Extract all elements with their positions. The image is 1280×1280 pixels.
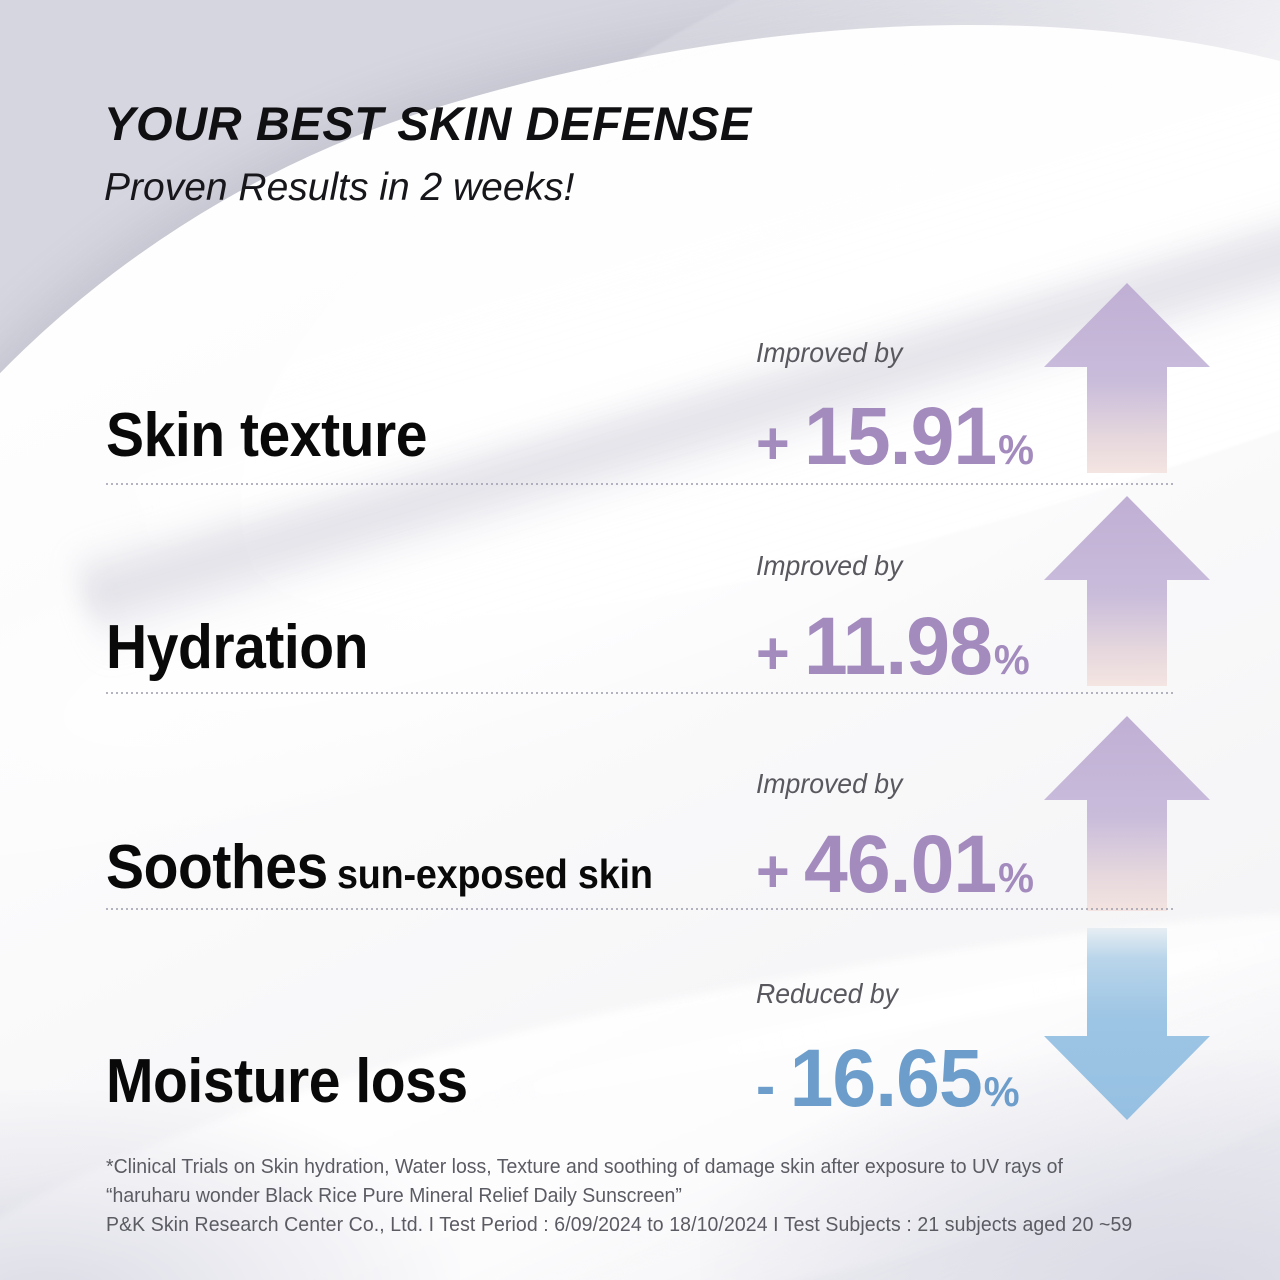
- metric-value-sign: +: [756, 410, 790, 477]
- metric-value-unit: %: [998, 854, 1034, 901]
- metric-label-main: Moisture loss: [106, 1047, 468, 1116]
- corner-gradient-bottom-left: [0, 1090, 460, 1280]
- metric-value-number: 46.01: [804, 819, 997, 910]
- footnote-line-2: “haruharu wonder Black Rice Pure Mineral…: [106, 1184, 682, 1207]
- metric-label: Soothes sun-exposed skin: [106, 832, 653, 903]
- metric-value-number: 11.98: [804, 601, 993, 692]
- metric-value: +11.98%: [756, 600, 1030, 694]
- metric-value-number: 16.65: [789, 1033, 983, 1124]
- metric-value-sign: -: [756, 1052, 775, 1119]
- metric-label-main: Soothes: [106, 833, 328, 902]
- metric-caption: Improved by: [756, 550, 903, 581]
- metric-value-unit: %: [993, 636, 1030, 683]
- metric-label-suffix: sun-exposed skin: [337, 851, 653, 897]
- page-subtitle: Proven Results in 2 weeks!: [104, 166, 575, 209]
- arrow-up-icon: [1044, 496, 1210, 686]
- metric-value-unit: %: [983, 1068, 1020, 1115]
- row-divider: [106, 692, 1176, 694]
- metric-label: Moisture loss: [106, 1046, 468, 1117]
- arrow-up-icon: [1044, 283, 1210, 473]
- arrow-down-icon: [1044, 928, 1210, 1120]
- page-title: YOUR BEST SKIN DEFENSE: [104, 97, 752, 150]
- metric-value-number: 15.91: [804, 391, 997, 482]
- footnote: *Clinical Trials on Skin hydration, Wate…: [106, 1152, 1132, 1239]
- metric-caption: Improved by: [756, 337, 903, 368]
- row-divider: [106, 908, 1176, 910]
- metric-value: +46.01%: [756, 818, 1034, 912]
- footnote-line-3: P&K Skin Research Center Co., Ltd. I Tes…: [106, 1213, 1133, 1236]
- metric-value: -16.65%: [756, 1032, 1020, 1126]
- footnote-line-1: *Clinical Trials on Skin hydration, Wate…: [106, 1155, 1063, 1178]
- metric-caption: Improved by: [756, 768, 903, 799]
- arrow-up-icon: [1044, 716, 1210, 911]
- corner-gradient-bottom-right: [700, 1050, 1280, 1280]
- metric-value-unit: %: [998, 426, 1034, 473]
- metric-label: Hydration: [106, 612, 369, 683]
- metric-value-sign: +: [756, 838, 790, 905]
- metric-label-main: Hydration: [106, 613, 369, 682]
- metric-caption: Reduced by: [756, 978, 898, 1009]
- metric-value-sign: +: [756, 620, 790, 687]
- row-divider: [106, 483, 1176, 485]
- metric-label-main: Skin texture: [106, 401, 427, 470]
- metric-label: Skin texture: [106, 400, 427, 471]
- metric-value: +15.91%: [756, 390, 1034, 484]
